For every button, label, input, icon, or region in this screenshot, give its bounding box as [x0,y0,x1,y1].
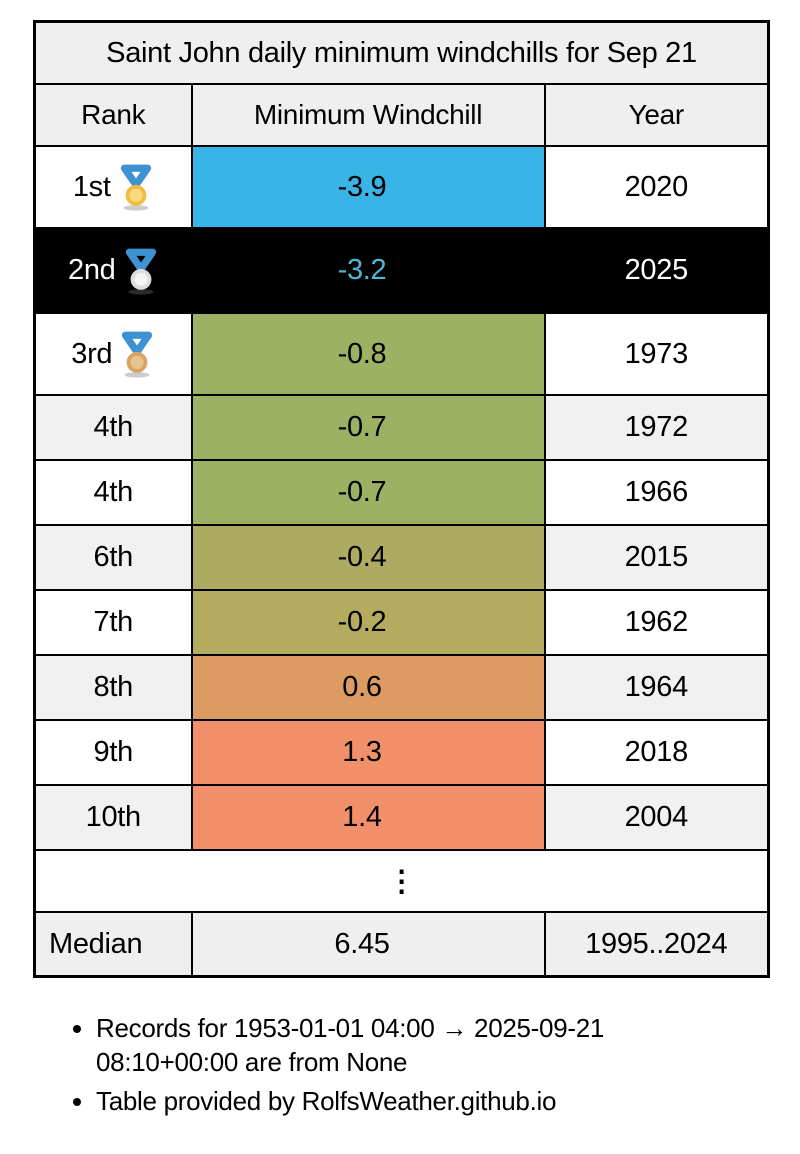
ellipsis-glyph: ⋮ [33,849,770,913]
windchill-value-cell: 1.4 [190,784,546,851]
column-header-rank: Rank [33,83,193,147]
windchill-records-table: Saint John daily minimum windchills for … [33,20,771,978]
rank-cell: 3rd [33,312,193,396]
table-row: 4th -0.7 1972 [33,394,770,461]
median-years-cell: 1995..2024 [543,911,770,978]
rank-label: 3rd [71,337,113,370]
median-row: Median 6.45 1995..2024 [33,911,770,978]
rank-cell: 8th [33,654,193,721]
year-cell: 2018 [543,719,770,786]
footnotes: Records for 1953-01-01 04:00 → 2025-09-2… [0,1012,800,1118]
year-cell: 2004 [543,784,770,851]
table-row: 9th 1.3 2018 [33,719,770,786]
windchill-value-cell: -0.8 [190,312,546,396]
rank-label: 2nd [68,254,116,286]
footnote-records-range: Records for 1953-01-01 04:00 → 2025-09-2… [96,1012,696,1080]
year-cell: 1973 [543,312,770,396]
windchill-value-cell: -0.4 [190,524,546,591]
table-title: Saint John daily minimum windchills for … [33,20,770,85]
year-cell: 2020 [543,145,770,229]
windchill-value-cell: -0.7 [190,394,546,461]
table-row: 8th 0.6 1964 [33,654,770,721]
table-row: 7th -0.2 1962 [33,589,770,656]
table-row: 4th -0.7 1966 [33,459,770,526]
windchill-value-cell: -0.7 [190,459,546,526]
table-row: 1st -3.9 2020 [33,145,770,229]
table-row: 3rd -0.8 1973 [33,312,770,396]
rank-cell: 1st [33,145,193,229]
table-row: 10th 1.4 2004 [33,784,770,851]
gold-medal-icon [120,164,151,211]
windchill-value-cell: -3.9 [190,145,546,229]
rank-cell: 9th [33,719,193,786]
title-row: Saint John daily minimum windchills for … [33,20,770,85]
rank-cell: 4th [33,459,193,526]
year-cell: 1972 [543,394,770,461]
windchill-value-cell: -3.2 [190,227,546,314]
year-cell: 1966 [543,459,770,526]
rank-cell: 4th [33,394,193,461]
windchill-value-cell: -0.2 [190,589,546,656]
rank-cell: 10th [33,784,193,851]
median-label: Median [33,911,193,978]
median-value-cell: 6.45 [190,911,546,978]
rank-cell: 2nd [33,227,193,314]
rank-cell: 7th [33,589,193,656]
year-cell: 2025 [543,227,770,314]
column-header-year: Year [543,83,770,147]
table-row-highlighted: 2nd -3.2 2025 [33,227,770,314]
table-row: 6th -0.4 2015 [33,524,770,591]
rank-cell: 6th [33,524,193,591]
year-cell: 1962 [543,589,770,656]
windchill-value-cell: 0.6 [190,654,546,721]
year-cell: 1964 [543,654,770,721]
column-header-windchill: Minimum Windchill [190,83,546,147]
header-row: Rank Minimum Windchill Year [33,83,770,147]
footnote-provider: Table provided by RolfsWeather.github.io [96,1085,696,1119]
year-cell: 2015 [543,524,770,591]
windchill-value-cell: 1.3 [190,719,546,786]
silver-medal-icon [125,248,156,295]
bronze-medal-icon [122,331,153,378]
ellipsis-row: ⋮ [33,849,770,913]
rank-label: 1st [72,170,111,203]
